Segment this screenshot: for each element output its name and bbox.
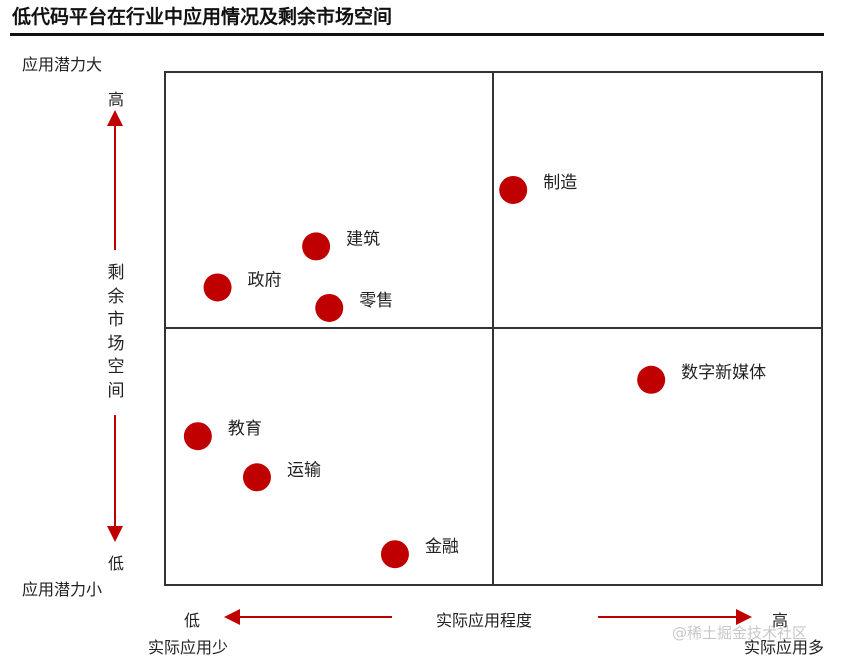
data-point-label: 制造 [543,173,577,193]
data-point-label: 运输 [287,460,321,480]
y-axis-top-label: 应用潜力大 [22,55,103,74]
y-axis-title-char: 场 [107,333,125,354]
data-point [203,273,232,302]
title-underline [10,33,824,36]
y-axis-title-char: 余 [107,286,125,307]
y-axis-title-char: 空 [107,357,125,377]
y-axis-low-label: 低 [108,554,125,573]
chart-title: 低代码平台在行业中应用情况及剩余市场空间 [12,6,393,28]
watermark: @稀土掘金技术社区 [672,624,808,642]
data-point [637,365,666,394]
data-point-label: 数字新媒体 [681,363,766,383]
data-point [302,232,331,261]
data-point-label: 金融 [425,537,459,557]
y-axis-title-char: 市 [107,310,125,330]
data-point [499,175,528,204]
y-axis-bottom-label: 应用潜力小 [22,580,103,599]
x-axis-high-label: 高 [772,611,789,630]
x-axis-title: 实际应用程度 [436,611,533,630]
x-axis-low-label: 低 [184,611,201,630]
y-axis-title-char: 间 [107,380,125,401]
y-axis-high-label: 高 [108,90,125,109]
data-point-label: 政府 [248,270,282,290]
data-point [183,422,212,451]
x-axis-left-label: 实际应用少 [148,638,229,657]
data-point [380,540,409,569]
data-point [242,463,271,492]
y-axis-title-char: 剩 [107,263,125,283]
data-point [315,293,344,322]
data-point-label: 教育 [228,419,262,439]
data-point-label: 零售 [359,291,393,311]
y-axis-title: 剩余市场空间 [106,262,126,403]
data-point-label: 建筑 [346,229,380,249]
x-axis-right-label: 实际应用多 [744,638,825,657]
